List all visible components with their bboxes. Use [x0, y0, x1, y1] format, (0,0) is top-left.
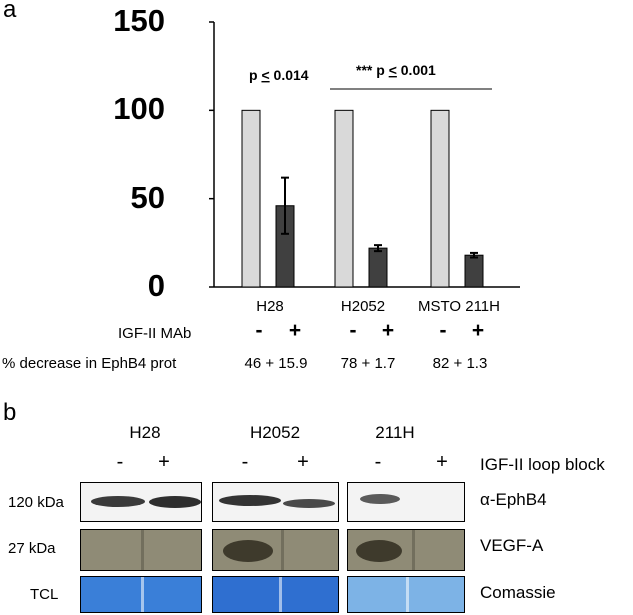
treatment-sign: +	[381, 319, 395, 342]
blot-column-211h: 211H	[375, 423, 415, 442]
bar-control-0	[241, 109, 261, 288]
decrease-value-h2052: 78 + 1.7	[340, 355, 396, 372]
blot-image-vegf-h28	[80, 529, 202, 571]
category-label-h28: H28	[256, 298, 284, 315]
blot-image-vegf-h2052	[212, 529, 339, 571]
blot-image-tcl-h2052	[212, 576, 339, 613]
blot-treatment-label: IGF-II loop block	[480, 455, 605, 474]
bar-control-1	[334, 109, 354, 288]
blot-row-label-comassie: Comassie	[480, 583, 556, 602]
blot-row-label-tcl: TCL	[30, 586, 59, 603]
blot-image-ephb4-h2052	[212, 482, 339, 522]
blot-column-h28: H28	[129, 423, 161, 442]
decrease-row-label: % decrease in EphB4 prot	[2, 355, 177, 372]
blot-image-tcl-211h	[347, 576, 465, 613]
blot-row-label-27kda: 27 kDa	[8, 540, 56, 557]
decrease-value-h28: 46 + 15.9	[244, 355, 308, 372]
blot-sign: -	[116, 451, 124, 473]
y-tick-label: 0	[147, 268, 165, 303]
treatment-sign: +	[288, 319, 302, 342]
category-label-h2052: H2052	[340, 298, 386, 315]
blot-sign: +	[436, 451, 448, 473]
blot-image-tcl-h28	[80, 576, 202, 613]
bar-chart: p < 0.014 *** p < 0.001	[209, 21, 520, 288]
bar-treated-1	[368, 247, 388, 288]
blot-row-label-vegf-a: VEGF-A	[480, 536, 544, 555]
blot-image-vegf-211h	[347, 529, 465, 571]
p-value-annotation-1: *** p < 0.001	[356, 62, 436, 78]
treatment-row-label: IGF-II MAb	[118, 325, 192, 342]
treatment-sign: +	[471, 319, 485, 342]
blot-sign: +	[297, 451, 309, 473]
treatment-sign: -	[439, 319, 447, 342]
treatment-sign: -	[349, 319, 357, 342]
decrease-value-msto: 82 + 1.3	[432, 355, 488, 372]
blot-sign: -	[241, 451, 249, 473]
treatment-sign: -	[255, 319, 263, 342]
blot-row-label-ephb4: α-EphB4	[480, 490, 547, 509]
blot-column-h2052: H2052	[249, 423, 301, 442]
blot-row-label-120kda: 120 kDa	[8, 494, 64, 511]
category-label-msto-211h: MSTO 211H	[418, 298, 500, 315]
bar-control-2	[430, 109, 450, 288]
blot-image-ephb4-211h	[347, 482, 465, 522]
y-tick-label: 100	[113, 91, 165, 127]
panel-a-letter: a	[3, 0, 17, 23]
blot-sign: -	[374, 451, 382, 473]
blot-sign: +	[158, 451, 170, 473]
panel-b-letter: b	[3, 399, 17, 426]
blot-image-ephb4-h28	[80, 482, 202, 522]
y-tick-label: 50	[130, 179, 165, 215]
p-value-annotation-0: p < 0.014	[249, 67, 309, 83]
y-tick-label: 150	[113, 3, 165, 38]
bar-treated-2	[464, 254, 484, 288]
